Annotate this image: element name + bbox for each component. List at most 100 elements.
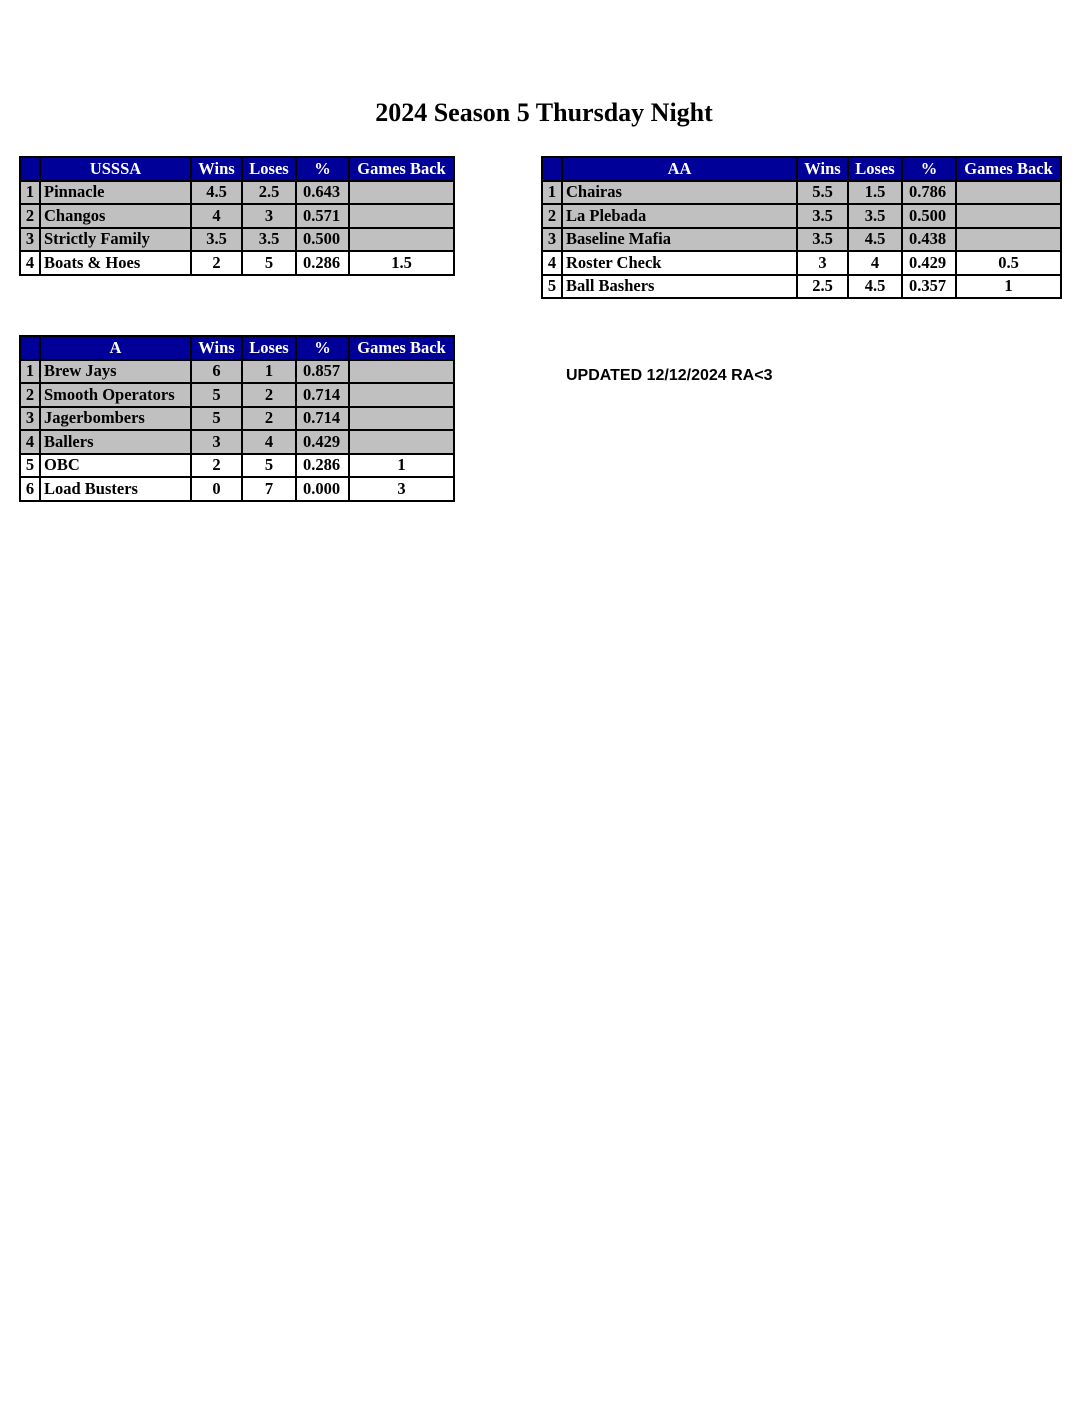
loses-cell: 5: [241, 250, 297, 276]
loses-cell: 4: [847, 250, 903, 276]
loses-cell: 2.5: [241, 179, 297, 205]
pct-cell: 0.357: [901, 273, 957, 299]
loses-cell: 4.5: [847, 226, 903, 252]
loses-cell: 2: [241, 405, 297, 431]
rank-header: [19, 335, 41, 361]
rank-cell: 3: [19, 226, 41, 252]
rank-header: [541, 156, 563, 182]
pct-cell: 0.714: [295, 405, 350, 431]
rank-cell: 2: [19, 203, 41, 229]
loses-header: Loses: [241, 335, 297, 361]
wins-header: Wins: [190, 335, 243, 361]
team-name-cell: Jagerbombers: [39, 405, 192, 431]
games-back-cell: [955, 179, 1062, 205]
table-row: 1 Chairas 5.5 1.5 0.786: [541, 179, 1062, 205]
games-back-header: Games Back: [348, 156, 455, 182]
loses-cell: 1: [241, 358, 297, 384]
pct-cell: 0.714: [295, 382, 350, 408]
team-name-cell: Changos: [39, 203, 192, 229]
wins-header: Wins: [190, 156, 243, 182]
team-name-cell: Brew Jays: [39, 358, 192, 384]
standings-table-aa: AA Wins Loses% Games Back 1 Chairas 5.5 1.5 0.78…: [541, 156, 1062, 299]
loses-header: Loses: [241, 156, 297, 182]
loses-cell: 2: [241, 382, 297, 408]
rank-cell: 1: [19, 358, 41, 384]
table-row: 4 Roster Check 3 4 0.429 0.5: [541, 250, 1062, 276]
team-name-cell: Chairas: [561, 179, 798, 205]
loses-cell: 4: [241, 429, 297, 455]
standings-table-usssa: USSSA Wins Loses% Games Back 1 Pinnacle 4.5 2.5…: [19, 156, 455, 276]
wins-cell: 5: [190, 382, 243, 408]
pct-cell: 0.438: [901, 226, 957, 252]
page-title: 2024 Season 5 Thursday Night: [375, 98, 713, 127]
table-row: 3 Jagerbombers 5 2 0.714: [19, 405, 455, 431]
games-back-cell: [348, 429, 455, 455]
games-back-cell: 3: [348, 476, 455, 502]
team-name-cell: Roster Check: [561, 250, 798, 276]
team-name-cell: OBC: [39, 452, 192, 478]
team-name-cell: Smooth Operators: [39, 382, 192, 408]
loses-cell: 3: [241, 203, 297, 229]
table-row: 1 Brew Jays 6 1 0.857: [19, 358, 455, 384]
games-back-cell: [348, 405, 455, 431]
table-row: 5 OBC 2 5 0.286 1: [19, 452, 455, 478]
wins-cell: 3.5: [796, 203, 849, 229]
table-row: 4 Ballers 3 4 0.429: [19, 429, 455, 455]
table-row: 3 Baseline Mafia 3.5 4.5 0.438: [541, 226, 1062, 252]
team-name-cell: Ballers: [39, 429, 192, 455]
rank-cell: 5: [541, 273, 563, 299]
wins-cell: 6: [190, 358, 243, 384]
pct-cell: 0.429: [901, 250, 957, 276]
pct-header: %: [295, 335, 350, 361]
rank-cell: 1: [541, 179, 563, 205]
games-back-header: Games Back: [348, 335, 455, 361]
standings-table-a: A Wins Loses% Games Back 1 Brew Jays 6 1 0.857 2 S…: [19, 335, 455, 502]
loses-header: Loses: [847, 156, 903, 182]
header-row: USSSA Wins Loses% Games Back: [19, 156, 455, 182]
wins-cell: 3: [190, 429, 243, 455]
team-name-cell: Baseline Mafia: [561, 226, 798, 252]
rank-cell: 2: [541, 203, 563, 229]
pct-cell: 0.286: [295, 452, 350, 478]
table-row: 5 Ball Bashers 2.5 4.5 0.357 1: [541, 273, 1062, 299]
pct-cell: 0.643: [295, 179, 350, 205]
games-back-cell: [348, 358, 455, 384]
games-back-cell: [955, 226, 1062, 252]
wins-cell: 5.5: [796, 179, 849, 205]
team-name-cell: Strictly Family: [39, 226, 192, 252]
header-row: AA Wins Loses% Games Back: [541, 156, 1062, 182]
header-row: A Wins Loses% Games Back: [19, 335, 455, 361]
pct-cell: 0.500: [901, 203, 957, 229]
pct-cell: 0.500: [295, 226, 350, 252]
team-name-cell: Pinnacle: [39, 179, 192, 205]
games-back-cell: 1: [955, 273, 1062, 299]
loses-cell: 1.5: [847, 179, 903, 205]
wins-cell: 2: [190, 250, 243, 276]
pct-cell: 0.571: [295, 203, 350, 229]
wins-cell: 5: [190, 405, 243, 431]
games-back-cell: [955, 203, 1062, 229]
loses-cell: 3.5: [847, 203, 903, 229]
division-header: USSSA: [39, 156, 192, 182]
table-row: 2 Changos 4 3 0.571: [19, 203, 455, 229]
loses-cell: 7: [241, 476, 297, 502]
rank-cell: 3: [19, 405, 41, 431]
updated-note: UPDATED 12/12/2024 RA<3: [566, 367, 773, 384]
table-row: 4 Boats & Hoes 2 5 0.286 1.5: [19, 250, 455, 276]
rank-cell: 2: [19, 382, 41, 408]
rank-cell: 5: [19, 452, 41, 478]
pct-cell: 0.429: [295, 429, 350, 455]
rank-cell: 1: [19, 179, 41, 205]
games-back-cell: 1.5: [348, 250, 455, 276]
loses-cell: 4.5: [847, 273, 903, 299]
games-back-cell: [348, 203, 455, 229]
games-back-cell: 0.5: [955, 250, 1062, 276]
wins-cell: 2: [190, 452, 243, 478]
table-row: 3 Strictly Family 3.5 3.5 0.500: [19, 226, 455, 252]
rank-cell: 4: [541, 250, 563, 276]
wins-cell: 3: [796, 250, 849, 276]
wins-cell: 0: [190, 476, 243, 502]
pct-cell: 0.857: [295, 358, 350, 384]
wins-cell: 3.5: [190, 226, 243, 252]
wins-cell: 3.5: [796, 226, 849, 252]
